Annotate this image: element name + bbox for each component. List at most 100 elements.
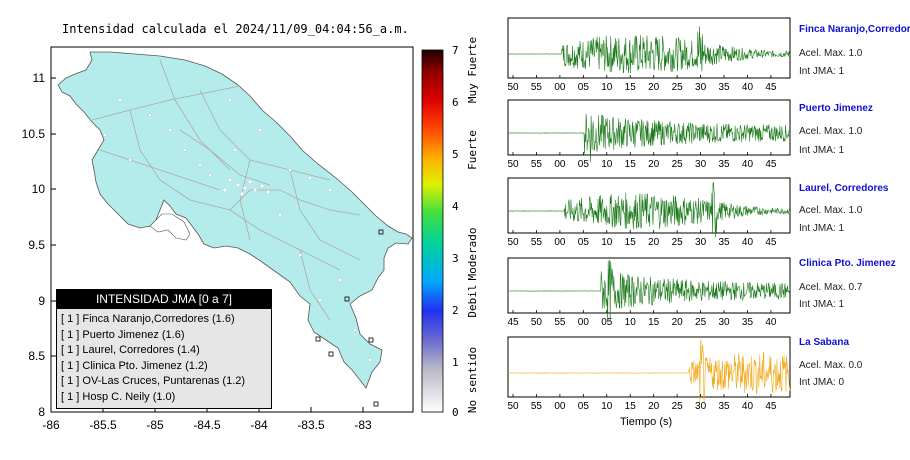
waveform-tick-label: 30 — [718, 317, 730, 328]
colorbar-label-no-sentido: No sentido — [466, 347, 479, 413]
waveform-trace — [507, 113, 791, 163]
waveform-tick-label: 35 — [718, 237, 730, 248]
waveform-tick-label: 50 — [507, 401, 519, 412]
waveform-tick-label: 05 — [578, 82, 590, 93]
colorbar-tick: 5 — [452, 148, 459, 161]
waveform-trace — [507, 181, 791, 238]
waveform-frame — [507, 177, 791, 234]
waveform-tick-label: 45 — [507, 317, 519, 328]
waveform-tick-label: 35 — [742, 317, 754, 328]
station-name: La Sabana — [799, 337, 850, 348]
waveform-frame — [507, 336, 791, 398]
waveform-tick-label: 15 — [625, 401, 637, 412]
waveform-tick-label: 30 — [695, 159, 707, 170]
waveform-tick-label: 25 — [695, 317, 707, 328]
waveform-tick-label: 00 — [554, 401, 566, 412]
colorbar-tick: 3 — [452, 252, 459, 265]
lon-tick-label: -83 — [354, 418, 372, 432]
intensity-colorbar — [421, 49, 444, 413]
waveform-tick-label: 10 — [601, 237, 613, 248]
seismic-station-markers — [315, 229, 384, 407]
waveform-tick-label: 25 — [672, 159, 684, 170]
lat-tick-label: 10.5 — [22, 127, 46, 141]
station-jma: Int JMA: 1 — [799, 299, 845, 310]
waveform-tick-label: 30 — [695, 401, 707, 412]
station-accel: Acel. Max. 1.0 — [799, 205, 863, 216]
lat-tick-label: 9.5 — [28, 238, 45, 252]
lon-tick-label: -84 — [250, 418, 268, 432]
legend-row: [ 1 ] Laurel, Corredores (1.4) — [61, 344, 200, 357]
station-accel: Acel. Max. 0.0 — [799, 360, 863, 371]
colorbar-tick: 1 — [452, 356, 459, 369]
legend-row: [ 1 ] OV-Las Cruces, Puntarenas (1.2) — [61, 375, 246, 388]
station-accel: Acel. Max. 1.0 — [799, 48, 863, 59]
colorbar-tick: 6 — [452, 96, 459, 109]
waveform-tick-label: 15 — [625, 82, 637, 93]
waveform-tick-label: 50 — [507, 159, 519, 170]
lat-tick-label: 10 — [32, 182, 46, 196]
waveform-tick-label: 10 — [601, 401, 613, 412]
waveform-tick-label: 50 — [531, 317, 543, 328]
map-title: Intensidad calculada el 2024/11/09_04:04… — [62, 22, 409, 36]
legend-row: [ 1 ] Hosp C. Neily (1.0) — [61, 390, 176, 403]
waveform-tick-label: 15 — [625, 159, 637, 170]
waveform-tick-label: 00 — [578, 317, 590, 328]
intensity-legend: INTENSIDAD JMA [0 a 7] [ 1 ] Finca Naran… — [56, 289, 272, 409]
waveform-tick-label: 20 — [672, 317, 684, 328]
waveform-tick-label: 40 — [742, 159, 754, 170]
waveform-tick-label: 55 — [554, 317, 566, 328]
waveform-tick-label: 25 — [672, 82, 684, 93]
legend-title: INTENSIDAD JMA [0 a 7] — [57, 290, 271, 309]
waveform-tick-label: 50 — [507, 237, 519, 248]
waveform-tick-label: 10 — [601, 82, 613, 93]
waveform-tick-label: 20 — [648, 237, 660, 248]
waveform-frame — [507, 99, 791, 156]
waveform-tick-label: 15 — [648, 317, 660, 328]
waveform-tick-label: 45 — [765, 159, 777, 170]
colorbar-label-muy-fuerte: Muy Fuerte — [466, 37, 479, 103]
colorbar-tick: 0 — [452, 406, 459, 419]
waveform-tick-label: 15 — [625, 237, 637, 248]
station-jma: Int JMA: 1 — [799, 66, 845, 77]
waveform-tick-label: 20 — [648, 159, 660, 170]
waveform-tick-label: 55 — [531, 82, 543, 93]
waveform-tick-label: 40 — [765, 317, 777, 328]
waveform-tick-label: 45 — [765, 401, 777, 412]
colorbar-tick: 4 — [452, 200, 459, 213]
waveform-tick-label: 10 — [625, 317, 637, 328]
city-markers — [103, 98, 372, 362]
lon-tick-label: -86 — [42, 418, 60, 432]
legend-row: [ 1 ] Clinica Pto. Jimenez (1.2) — [61, 359, 208, 372]
waveform-tick-label: 35 — [718, 401, 730, 412]
legend-row: [ 1 ] Puerto Jimenez (1.6) — [61, 328, 185, 341]
gulf-of-nicoya — [149, 213, 191, 241]
station-jma: Int JMA: 1 — [799, 145, 845, 156]
colorbar-label-moderado: Moderado — [466, 228, 479, 281]
station-jma: Int JMA: 0 — [799, 377, 845, 388]
station-name: Laurel, Corredores — [799, 183, 889, 194]
waveform-tick-label: 40 — [742, 401, 754, 412]
waveform-tick-label: 55 — [531, 159, 543, 170]
waveform-tick-label: 00 — [554, 159, 566, 170]
waveform-tick-label: 25 — [672, 237, 684, 248]
waveform-tick-label: 40 — [742, 237, 754, 248]
waveform-tick-label: 10 — [601, 159, 613, 170]
waveform-tick-label: 45 — [765, 237, 777, 248]
waveform-tick-label: 05 — [578, 401, 590, 412]
waveform-tick-label: 55 — [531, 237, 543, 248]
waveform-tick-label: 55 — [531, 401, 543, 412]
lon-tick-label: -83.5 — [297, 418, 325, 432]
lat-tick-label: 11 — [33, 71, 46, 85]
lat-tick-label: 8 — [38, 405, 45, 419]
time-axis-label: Tiempo (s) — [620, 416, 673, 428]
waveform-tick-label: 45 — [765, 82, 777, 93]
lat-tick-label: 9 — [38, 294, 45, 308]
colorbar-label-fuerte: Fuerte — [466, 130, 479, 170]
station-name: Puerto Jimenez — [799, 103, 873, 114]
station-jma: Int JMA: 1 — [799, 223, 845, 234]
waveform-trace — [507, 259, 791, 322]
waveform-tick-label: 05 — [578, 237, 590, 248]
lon-tick-label: -85.5 — [89, 418, 117, 432]
colorbar-tick: 7 — [452, 44, 459, 57]
